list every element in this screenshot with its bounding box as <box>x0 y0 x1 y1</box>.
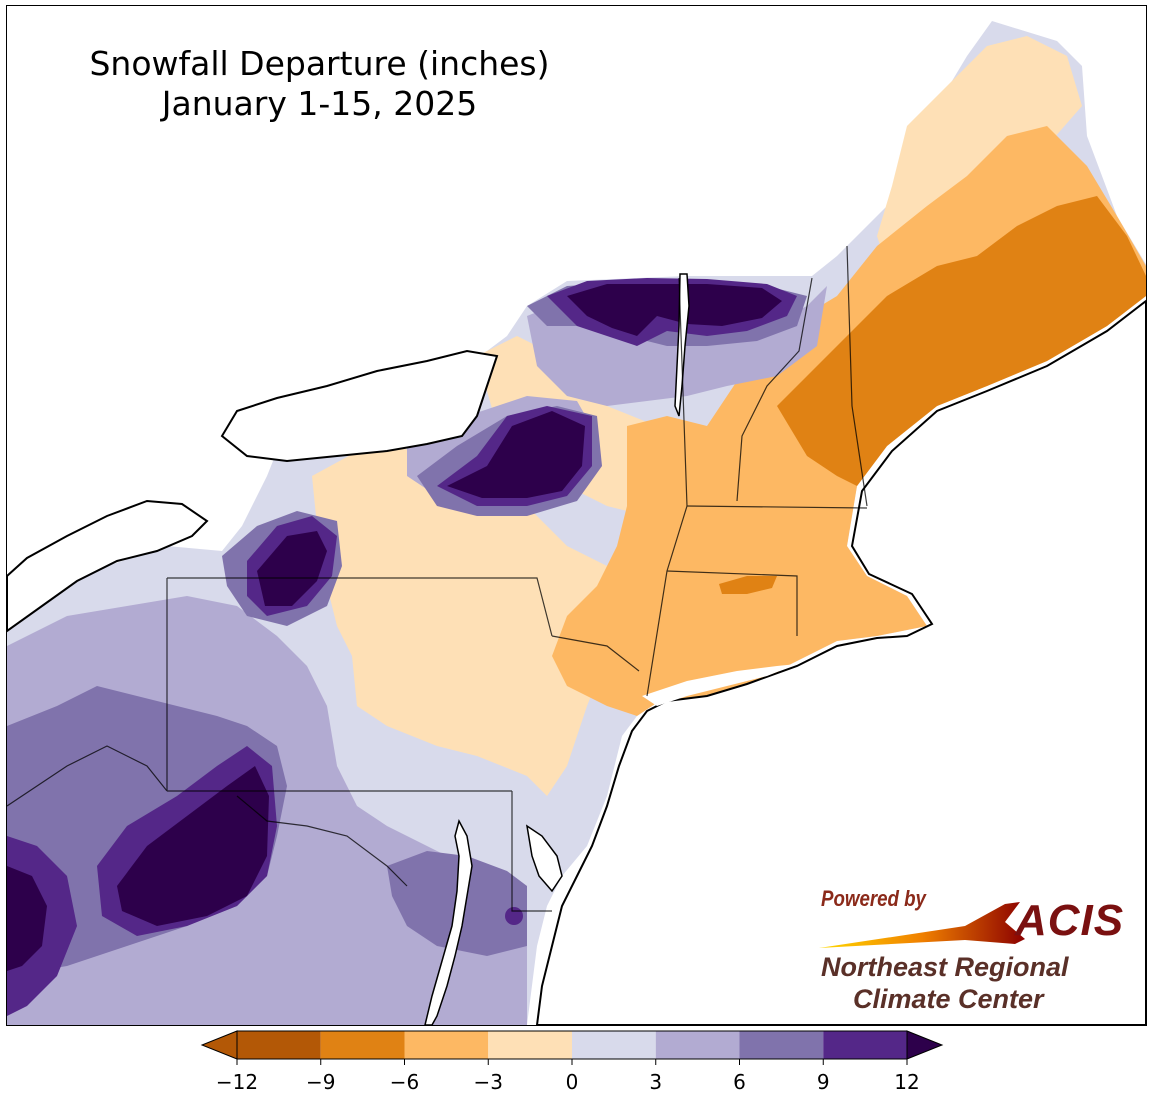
delaware-bay <box>525 824 563 893</box>
region-over-12-north <box>567 284 782 336</box>
colorbar-tick-label: 3 <box>649 1070 662 1094</box>
region-over-12-nw <box>257 531 327 606</box>
colorbar-legend: −12 −9 −6 −3 0 3 6 9 12 <box>200 1030 944 1094</box>
colorbar-tick-label: 9 <box>817 1070 830 1094</box>
colorbar-box <box>488 1031 572 1059</box>
region-over-12-delmarva <box>505 907 523 925</box>
region-dark-orange <box>777 196 1146 486</box>
border-wv-va <box>7 745 168 807</box>
colorbar-tick-label: −3 <box>474 1070 503 1094</box>
colorbar-box <box>404 1031 489 1059</box>
region-over-12-sw <box>7 866 47 971</box>
colorbar-box <box>572 1031 656 1059</box>
lake-erie <box>7 499 209 633</box>
map-title: Snowfall Departure (inches) January 1-15… <box>47 44 592 124</box>
border-ny-vt <box>646 277 688 697</box>
acis-credit-logo: Powered by ACIS Northeast Regional Clima… <box>815 884 1135 1019</box>
border-nh-me <box>846 245 868 507</box>
colorbar-tick-label: 0 <box>566 1070 579 1094</box>
region-dark-orange-ct <box>719 576 777 594</box>
lake-champlain <box>674 273 690 417</box>
nrcc-name-line-2: Climate Center <box>853 984 1044 1014</box>
colorbar-under-arrow <box>200 1030 238 1060</box>
long-island-sound <box>642 664 797 706</box>
lake-ontario <box>220 349 499 463</box>
state-borders <box>7 245 868 912</box>
colorbar-over-arrow <box>906 1030 944 1060</box>
region-over-12-tug <box>447 411 585 498</box>
colorbar-box <box>823 1031 907 1059</box>
border-pa-north <box>167 577 553 637</box>
acis-swoosh-icon <box>819 902 1025 948</box>
border-potomac <box>236 795 408 887</box>
powered-by-text: Powered by <box>821 886 926 911</box>
colorbar-tick-label: 6 <box>733 1070 746 1094</box>
chesapeake-bay <box>424 818 473 1025</box>
colorbar-tick-label: 12 <box>894 1070 919 1094</box>
colorbar-ticks: −12 −9 −6 −3 0 3 6 9 12 <box>216 1059 920 1094</box>
border-vt-nh <box>736 277 813 502</box>
border-nj-ny <box>551 635 640 672</box>
colorbar-box <box>655 1031 740 1059</box>
colorbar-box <box>320 1031 405 1059</box>
map-frame: Snowfall Departure (inches) January 1-15… <box>6 5 1147 1026</box>
acis-wordmark: ACIS <box>1015 896 1125 945</box>
border-ma-north <box>686 505 868 509</box>
colorbar-tick-label: −12 <box>216 1070 258 1094</box>
title-line-2: January 1-15, 2025 <box>161 84 478 123</box>
colorbar-boxes <box>200 1030 944 1060</box>
title-line-1: Snowfall Departure (inches) <box>89 44 550 83</box>
nrcc-name-line-1: Northeast Regional <box>821 952 1069 982</box>
colorbar-tick-label: −9 <box>306 1070 335 1094</box>
colorbar-tick-label: −6 <box>390 1070 419 1094</box>
ocean-east <box>535 299 1146 1025</box>
region-over-12-west <box>117 766 269 926</box>
region-light-orange <box>312 446 627 796</box>
snowfall-departure-map <box>7 21 1146 1025</box>
border-ma-south <box>666 570 798 636</box>
border-de-md <box>511 791 552 912</box>
colorbar-box <box>739 1031 824 1059</box>
colorbar-box <box>237 1031 321 1059</box>
